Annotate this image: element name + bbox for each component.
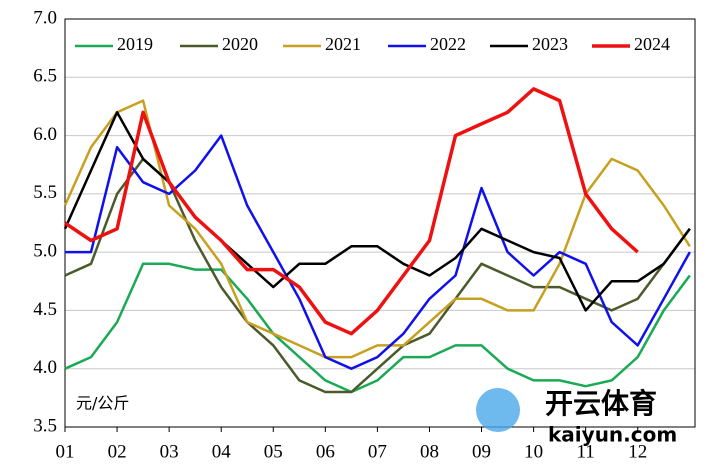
series-line: [63, 99, 691, 359]
y-tick-label: 4.0: [33, 357, 57, 378]
x-tick-label: 03: [160, 441, 179, 462]
series-line: [65, 134, 691, 370]
series-line: [64, 262, 691, 394]
x-tick-label: 12: [628, 441, 647, 462]
x-tick-label: 11: [577, 441, 595, 462]
x-tick-label: 10: [524, 441, 543, 462]
watermark: 开云体育: [545, 387, 657, 420]
y-tick-label: 7.0: [33, 7, 57, 28]
y-unit: 元/公斤: [76, 394, 129, 413]
y-tick-label: 6.5: [33, 66, 57, 87]
x-tick-label: 05: [264, 441, 283, 462]
x-tick-label: 01: [56, 441, 75, 462]
legend-label: 2020: [222, 34, 258, 54]
legend-label: 2019: [117, 34, 153, 54]
watermark-logo: [476, 388, 520, 432]
watermark: kaiyun.com: [548, 423, 677, 447]
x-tick-label: 07: [368, 441, 387, 462]
x-tick-label: 06: [316, 441, 335, 462]
y-tick-label: 5.5: [33, 182, 57, 203]
y-tick-label: 5.0: [33, 241, 57, 262]
x-tick-label: 09: [472, 441, 491, 462]
y-tick-label: 4.5: [33, 299, 57, 320]
y-tick-label: 3.5: [33, 415, 57, 436]
series-line: [63, 111, 691, 312]
x-tick-label: 08: [420, 441, 439, 462]
legend-label: 2023: [532, 34, 568, 54]
x-tick-label: 04: [212, 441, 232, 462]
legend-label: 2024: [634, 34, 670, 54]
x-tick-label: 02: [108, 441, 127, 462]
legend-label: 2022: [430, 34, 466, 54]
series-line: [64, 87, 639, 336]
y-tick-label: 6.0: [33, 124, 57, 145]
legend-label: 2021: [325, 34, 361, 54]
